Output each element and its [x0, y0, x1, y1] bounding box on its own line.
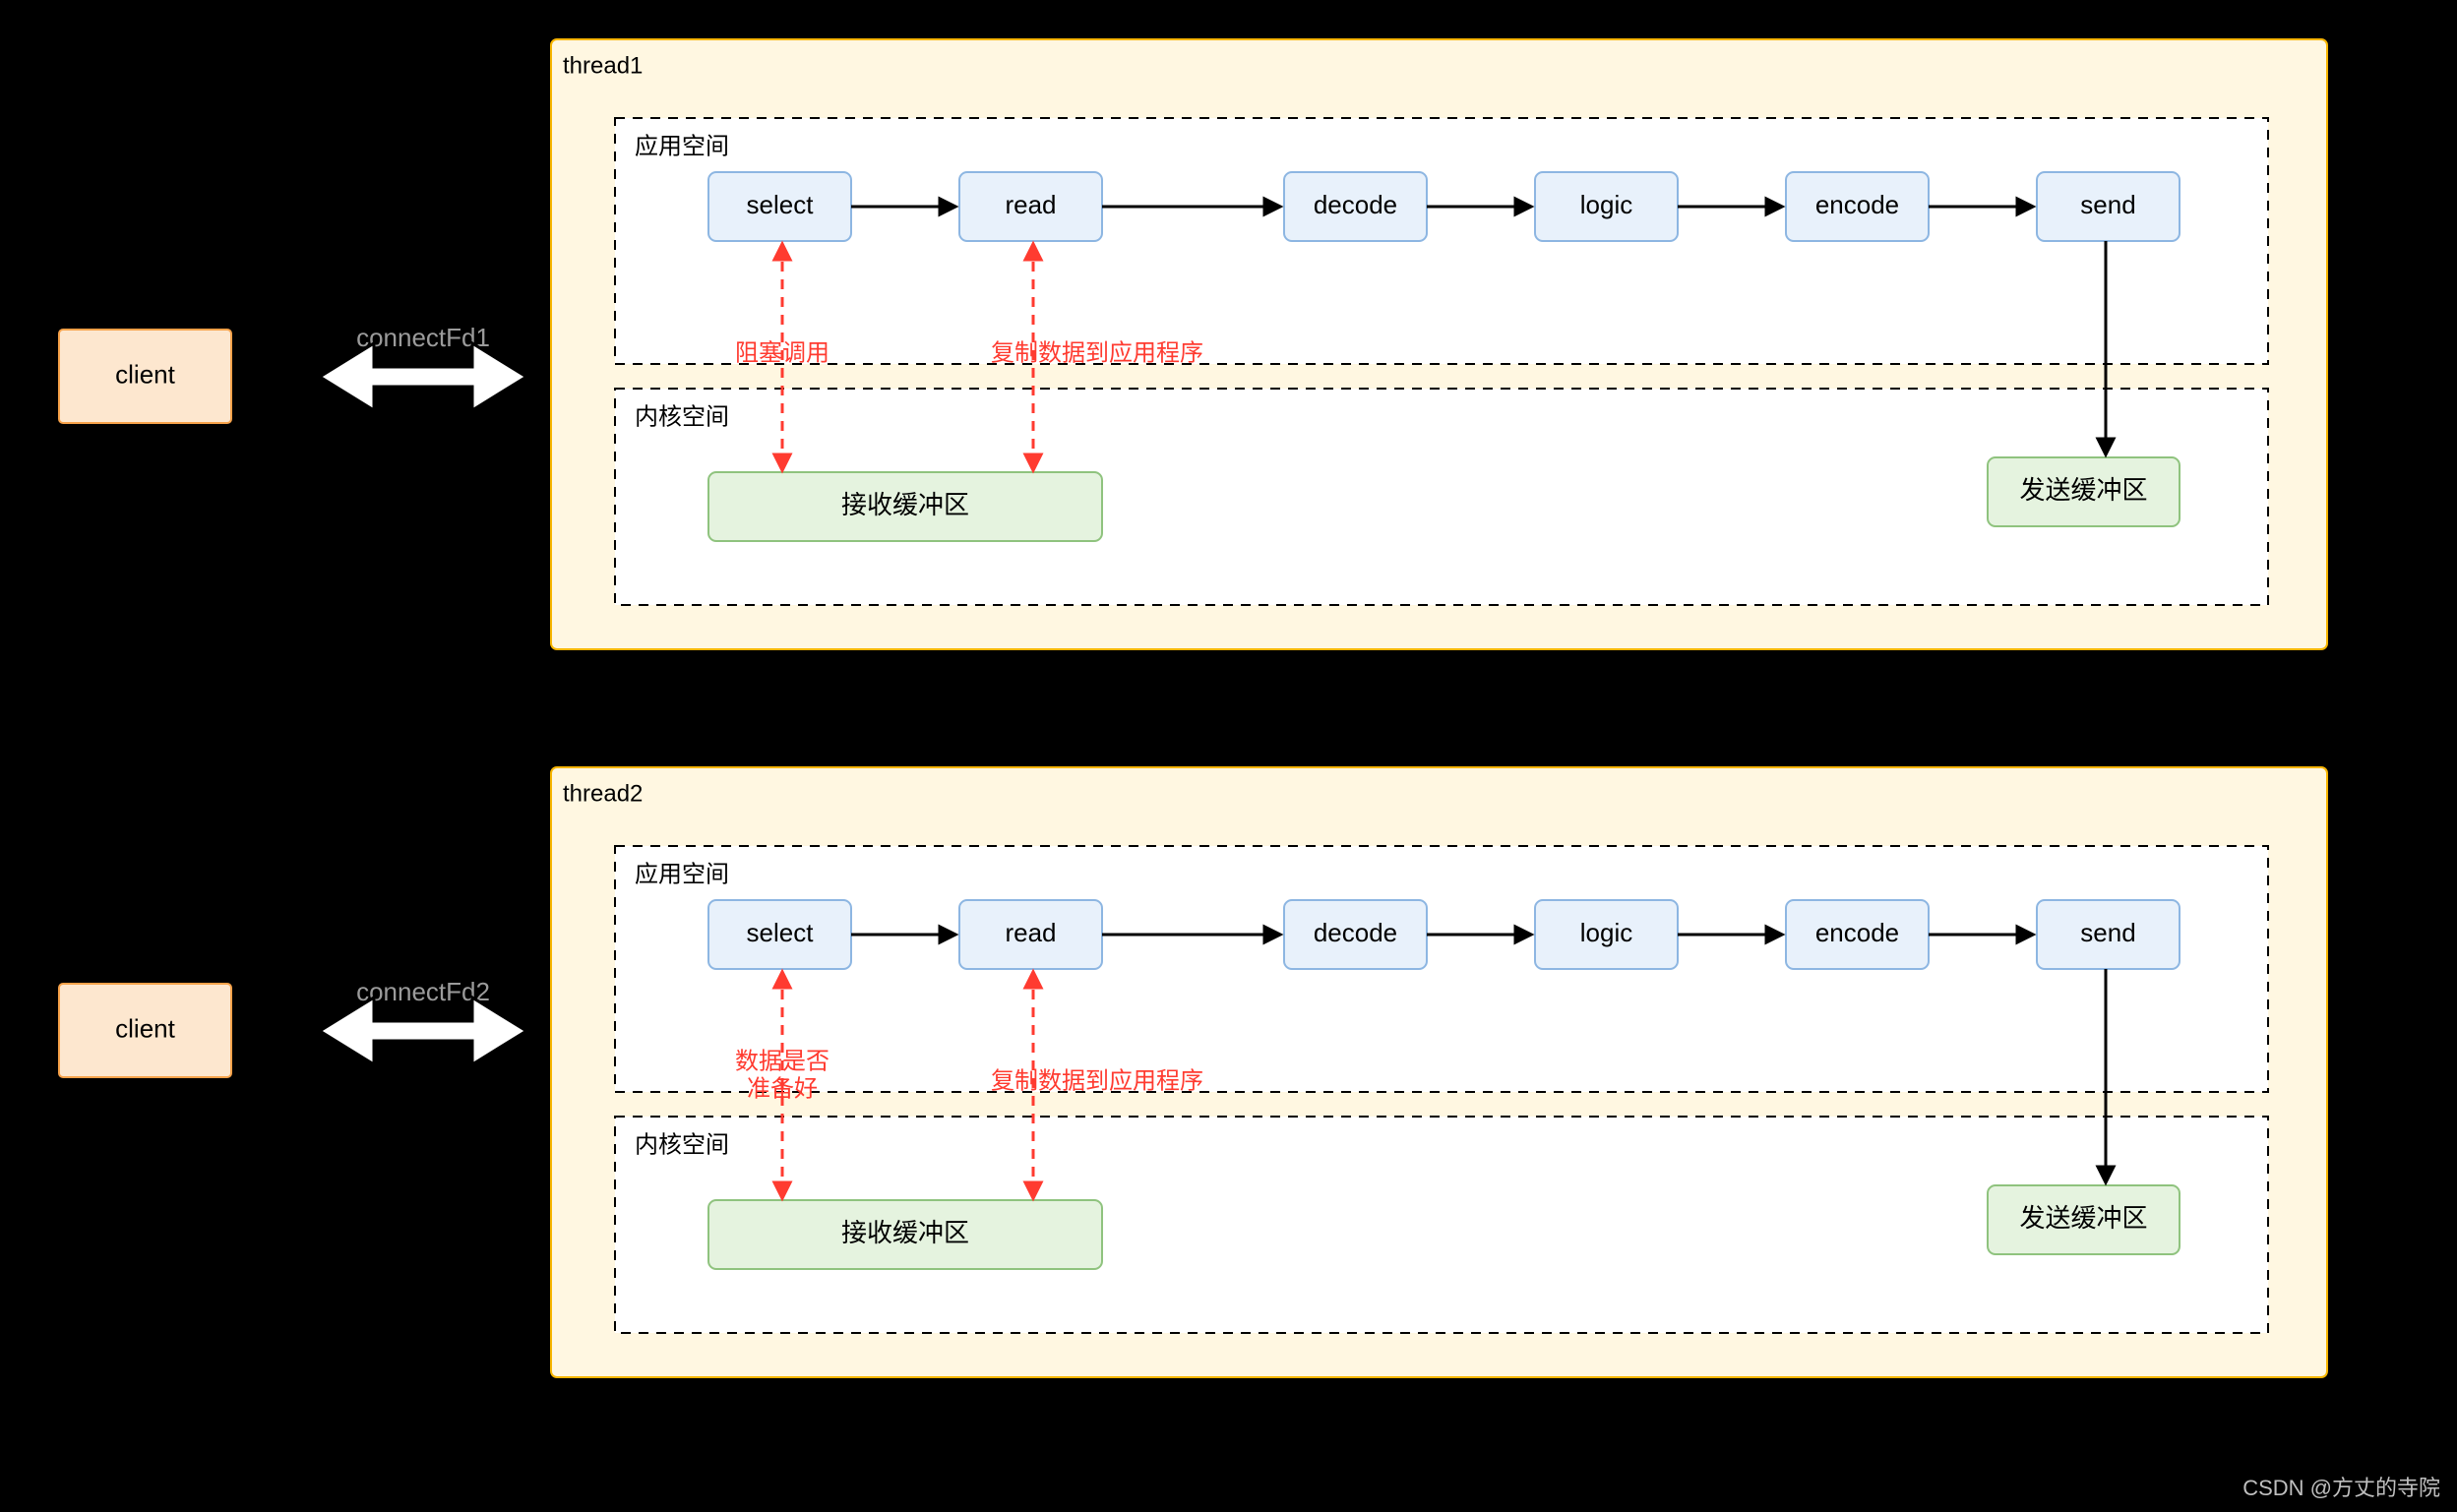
pipeline-label-select: select — [747, 918, 815, 947]
connector-label: connectFd2 — [356, 977, 490, 1006]
pipeline-label-read: read — [1005, 918, 1056, 947]
pipeline-label-send: send — [2080, 918, 2135, 947]
pipeline-label-decode: decode — [1314, 918, 1397, 947]
kernel-space-box-label: 内核空间 — [635, 1131, 729, 1158]
app-space-box-label: 应用空间 — [635, 861, 729, 887]
pipeline-label-select: select — [747, 190, 815, 219]
red-arrow-label: 准备好 — [747, 1075, 818, 1102]
thread-title: thread2 — [563, 780, 643, 807]
client-label: client — [115, 359, 175, 389]
buffer-label: 接收缓冲区 — [841, 1218, 969, 1247]
thread-title: thread1 — [563, 52, 643, 79]
connector-label: connectFd1 — [356, 323, 490, 352]
pipeline-label-logic: logic — [1580, 190, 1632, 219]
buffer-label: 发送缓冲区 — [2019, 1203, 2147, 1233]
pipeline-label-decode: decode — [1314, 190, 1397, 219]
red-arrow-label: 数据是否 — [735, 1048, 829, 1074]
app-space-box — [615, 118, 2268, 364]
buffer-label: 接收缓冲区 — [841, 490, 969, 519]
pipeline-label-send: send — [2080, 190, 2135, 219]
red-arrow-label: 复制数据到应用程序 — [991, 1067, 1203, 1094]
buffer-label: 发送缓冲区 — [2019, 475, 2147, 505]
app-space-box-label: 应用空间 — [635, 133, 729, 159]
pipeline-label-encode: encode — [1815, 918, 1899, 947]
client-label: client — [115, 1013, 175, 1043]
red-arrow-label: 阻塞调用 — [735, 339, 829, 366]
pipeline-label-read: read — [1005, 190, 1056, 219]
pipeline-label-encode: encode — [1815, 190, 1899, 219]
watermark: CSDN @方丈的寺院 — [2242, 1476, 2440, 1500]
pipeline-label-logic: logic — [1580, 918, 1632, 947]
diagram-canvas: client client connectFd1 connectFd2 thread1 应… — [0, 0, 2457, 1512]
kernel-space-box-label: 内核空间 — [635, 403, 729, 430]
app-space-box — [615, 846, 2268, 1092]
red-arrow-label: 复制数据到应用程序 — [991, 339, 1203, 366]
